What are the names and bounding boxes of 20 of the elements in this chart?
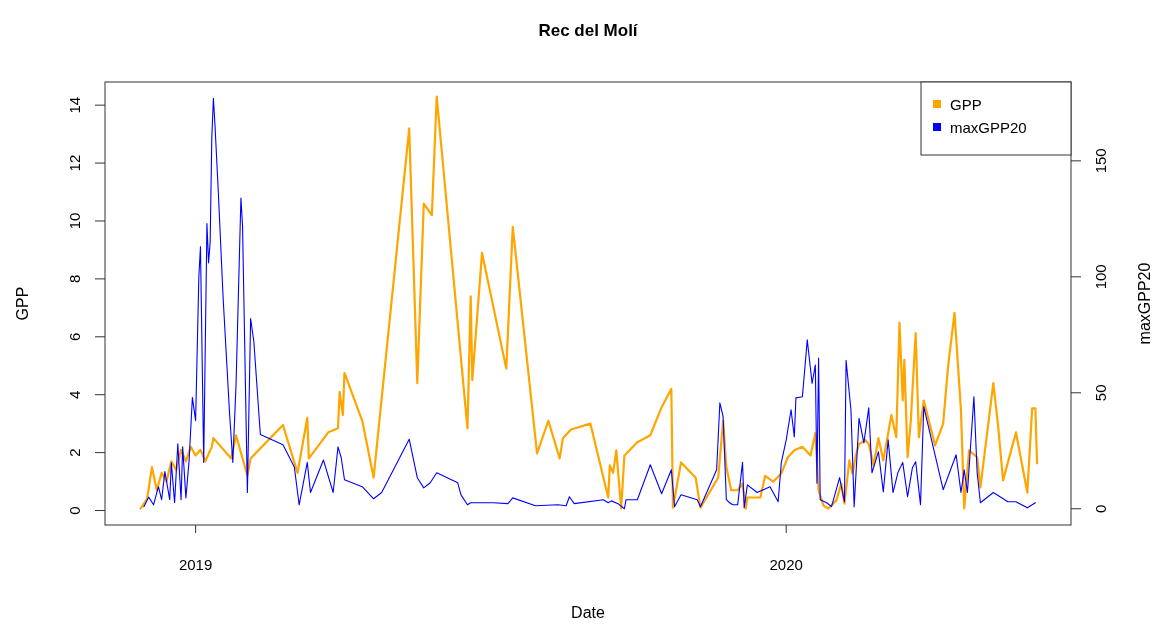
y-tick-label: 6 xyxy=(66,332,83,341)
x-tick-label: 2020 xyxy=(769,556,803,573)
chart-title: Rec del Molí xyxy=(538,21,639,40)
legend-label: GPP xyxy=(950,96,982,113)
y-tick-label: 10 xyxy=(66,212,83,230)
y-tick-label: 12 xyxy=(66,154,83,172)
y-tick-label: 4 xyxy=(66,390,83,399)
y-tick-label: 0 xyxy=(66,506,83,515)
x-axis-title: Date xyxy=(571,604,605,621)
y2-axis-title: maxGPP20 xyxy=(1136,262,1153,345)
y-tick-label: 2 xyxy=(66,448,83,457)
x-tick-label: 2019 xyxy=(178,556,213,573)
y2-tick-label: 50 xyxy=(1092,384,1109,402)
y2-tick-label: 0 xyxy=(1092,504,1109,513)
y-axis-title: GPP xyxy=(14,286,31,321)
legend-label: maxGPP20 xyxy=(950,119,1027,136)
y2-tick-label: 150 xyxy=(1092,148,1109,174)
y-tick-label: 8 xyxy=(66,274,83,284)
y-tick-label: 14 xyxy=(66,96,83,114)
y2-tick-label: 100 xyxy=(1092,264,1109,290)
